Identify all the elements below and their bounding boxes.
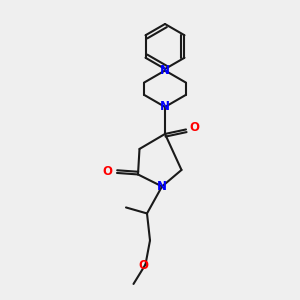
Text: N: N xyxy=(160,64,170,77)
Text: N: N xyxy=(157,180,167,193)
Text: O: O xyxy=(190,122,200,134)
Text: O: O xyxy=(138,259,148,272)
Text: N: N xyxy=(160,100,170,113)
Text: O: O xyxy=(103,165,112,178)
